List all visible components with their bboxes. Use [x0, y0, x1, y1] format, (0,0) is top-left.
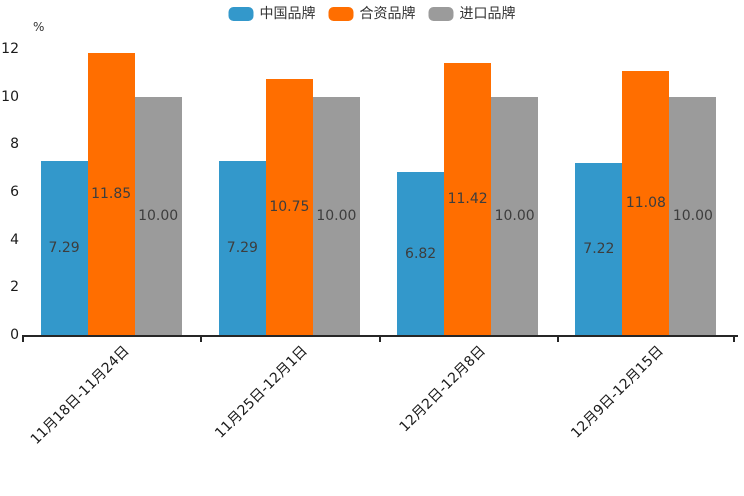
bar-进口品牌[interactable]: 10.00 — [669, 96, 717, 335]
x-axis-label: 11月18日-11月24日 — [27, 343, 133, 448]
x-axis-tick — [556, 337, 559, 342]
bar-value-label: 10.00 — [494, 207, 535, 224]
legend-label: 中国品牌 — [259, 6, 316, 22]
x-axis-tick — [22, 337, 24, 342]
x-axis-tick — [378, 337, 381, 342]
legend-swatch — [328, 7, 354, 21]
bar-value-label: 11.42 — [447, 190, 488, 207]
bar-value-label: 6.82 — [405, 245, 437, 262]
legend-swatch — [228, 7, 254, 21]
bar-value-label: 10.00 — [138, 207, 179, 224]
bar-value-label: 11.08 — [625, 194, 666, 211]
bar-value-label: 10.00 — [672, 207, 713, 224]
bar-中国品牌[interactable]: 6.82 — [397, 172, 445, 335]
bar-value-label: 7.22 — [583, 240, 615, 257]
bar-合资品牌[interactable]: 11.42 — [444, 62, 492, 335]
y-tick-label: 2 — [10, 279, 19, 296]
y-axis-unit-label: % — [33, 20, 45, 34]
x-axis-line — [22, 335, 738, 337]
x-axis-label: 12月9日-12月15日 — [568, 343, 668, 442]
y-tick-label: 6 — [10, 184, 19, 200]
x-axis-tick — [733, 337, 735, 342]
legend-label: 合资品牌 — [359, 6, 416, 22]
bar-value-label: 7.29 — [48, 240, 80, 257]
x-axis-label: 12月2日-12月8日 — [396, 343, 489, 436]
bar-中国品牌[interactable]: 7.22 — [575, 162, 623, 335]
plot-area: 7.29 11.85 10.00 7.29 10.75 10.00 6.82 11.42 10.… — [22, 49, 735, 335]
legend-swatch — [428, 7, 454, 21]
bar-合资品牌[interactable]: 11.85 — [87, 52, 135, 335]
y-tick-label: 10 — [1, 88, 19, 105]
bar-进口品牌[interactable]: 10.00 — [312, 96, 360, 335]
y-axis: 0 2 4 6 8 10 12 — [0, 42, 19, 342]
legend-item-1[interactable]: 中国品牌 — [228, 6, 316, 22]
bar-中国品牌[interactable]: 7.29 — [40, 161, 88, 335]
bar-value-label: 10.75 — [269, 198, 310, 215]
bar-value-label: 10.00 — [316, 207, 357, 224]
x-axis-tick — [200, 337, 203, 342]
x-axis-labels: 11月18日-11月24日 11月25日-12月1日 12月2日-12月8日 12月9… — [22, 343, 735, 473]
bar-中国品牌[interactable]: 7.29 — [218, 161, 266, 335]
x-axis-ticks — [22, 337, 735, 343]
bar-group: 6.82 11.42 10.00 — [379, 49, 557, 335]
legend-label: 进口品牌 — [459, 6, 516, 22]
bar-value-label: 11.85 — [91, 185, 132, 202]
legend: 中国品牌 合资品牌 进口品牌 — [228, 6, 516, 22]
bar-进口品牌[interactable]: 10.00 — [134, 96, 182, 335]
bar-group: 7.22 11.08 10.00 — [557, 49, 735, 335]
legend-item-2[interactable]: 合资品牌 — [328, 6, 416, 22]
bar-合资品牌[interactable]: 10.75 — [265, 78, 313, 335]
bar-合资品牌[interactable]: 11.08 — [622, 70, 670, 335]
y-tick-label: 12 — [1, 41, 19, 57]
legend-item-3[interactable]: 进口品牌 — [428, 6, 516, 22]
bar-group: 7.29 11.85 10.00 — [22, 49, 200, 335]
y-tick-label: 8 — [10, 136, 19, 153]
y-tick-label: 4 — [10, 231, 19, 248]
bar-value-label: 7.29 — [226, 240, 258, 257]
bar-group: 7.29 10.75 10.00 — [200, 49, 378, 335]
x-axis-label: 11月25日-12月1日 — [212, 343, 311, 442]
y-tick-label: 0 — [10, 327, 19, 343]
bar-进口品牌[interactable]: 10.00 — [491, 96, 539, 335]
